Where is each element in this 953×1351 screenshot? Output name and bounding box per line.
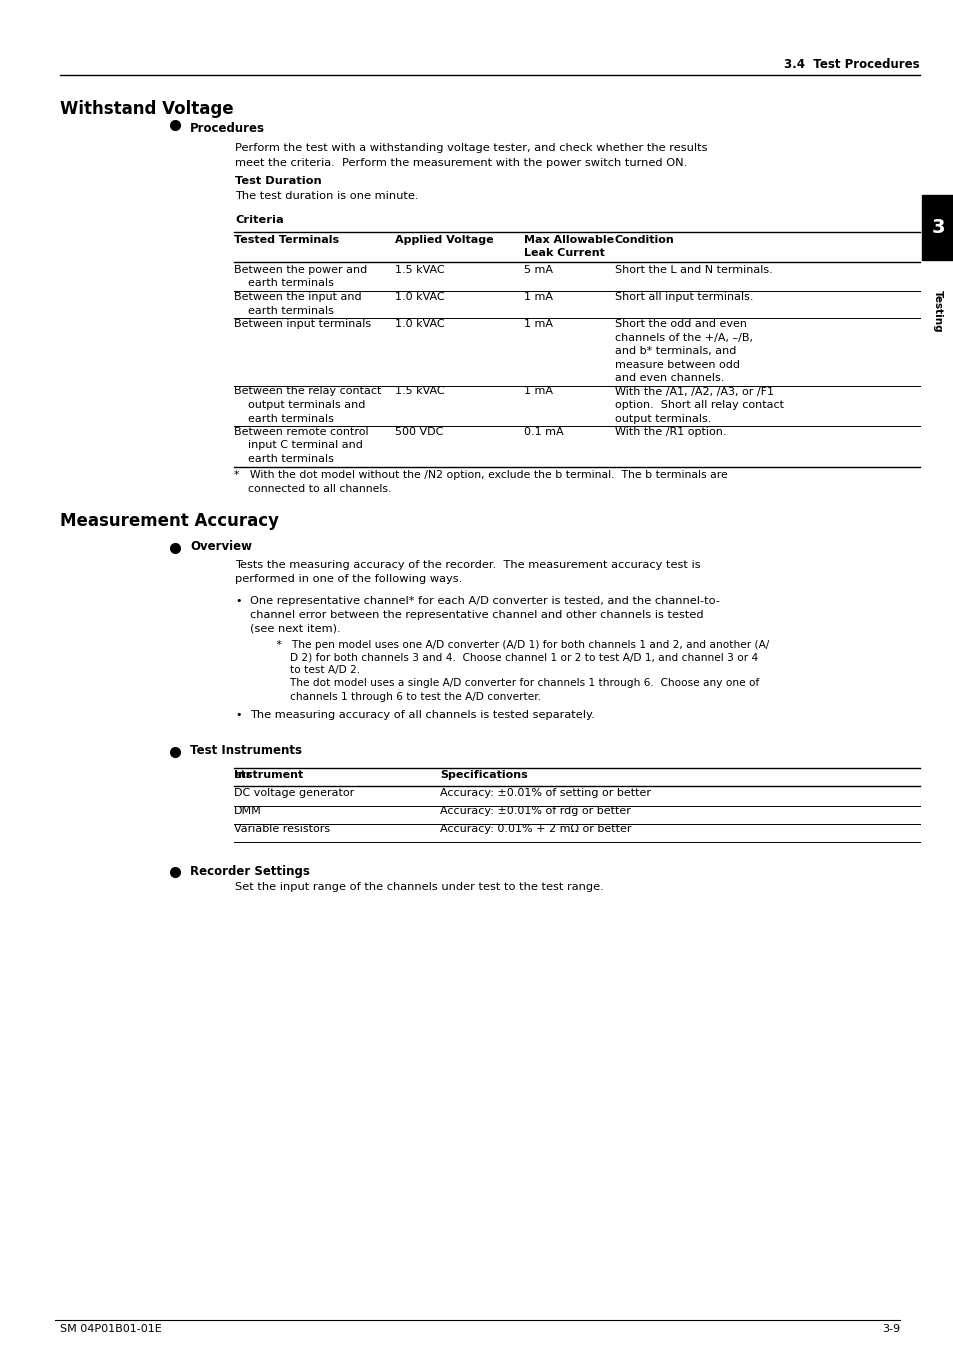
Text: Procedures: Procedures: [190, 122, 265, 135]
Text: connected to all channels.: connected to all channels.: [233, 484, 391, 493]
Text: Specifications: Specifications: [439, 770, 527, 781]
Text: str: str: [233, 770, 251, 781]
Text: •: •: [234, 596, 241, 605]
Text: 500 VDC: 500 VDC: [395, 427, 443, 436]
Text: With the /R1 option.: With the /R1 option.: [615, 427, 726, 436]
Text: Instrument: Instrument: [233, 770, 303, 781]
Text: output terminals.: output terminals.: [615, 413, 711, 423]
Text: Tests the measuring accuracy of the recorder.  The measurement accuracy test is: Tests the measuring accuracy of the reco…: [234, 561, 700, 570]
Text: The dot model uses a single A/D converter for channels 1 through 6.  Choose any : The dot model uses a single A/D converte…: [263, 678, 759, 689]
Text: and b* terminals, and: and b* terminals, and: [615, 346, 736, 357]
Text: 1.0 kVAC: 1.0 kVAC: [395, 319, 444, 330]
Text: Between input terminals: Between input terminals: [233, 319, 371, 330]
Text: Condition: Condition: [615, 235, 674, 245]
Text: 1.5 kVAC: 1.5 kVAC: [395, 265, 444, 276]
Text: measure between odd: measure between odd: [615, 359, 740, 370]
Text: performed in one of the following ways.: performed in one of the following ways.: [234, 574, 462, 585]
Text: meet the criteria.  Perform the measurement with the power switch turned ON.: meet the criteria. Perform the measureme…: [234, 158, 686, 168]
Text: Criteria: Criteria: [234, 215, 283, 226]
Text: Between the relay contact: Between the relay contact: [233, 386, 381, 396]
Text: One representative channel* for each A/D converter is tested, and the channel-to: One representative channel* for each A/D…: [250, 596, 720, 605]
Text: 0.1 mA: 0.1 mA: [523, 427, 563, 436]
Text: Short the odd and even: Short the odd and even: [615, 319, 746, 330]
Bar: [921, 195, 953, 259]
Text: Accuracy: 0.01% + 2 mΩ or better: Accuracy: 0.01% + 2 mΩ or better: [439, 824, 631, 835]
Text: 3: 3: [930, 218, 943, 236]
Text: •: •: [234, 709, 241, 720]
Text: input C terminal and: input C terminal and: [233, 440, 362, 450]
Text: Applied Voltage: Applied Voltage: [395, 235, 493, 245]
Text: *   With the dot model without the /N2 option, exclude the b terminal.  The b te: * With the dot model without the /N2 opt…: [233, 470, 727, 481]
Text: Accuracy: ±0.01% of rdg or better: Accuracy: ±0.01% of rdg or better: [439, 807, 630, 816]
Text: Short all input terminals.: Short all input terminals.: [615, 292, 753, 303]
Text: Set the input range of the channels under test to the test range.: Set the input range of the channels unde…: [234, 882, 603, 893]
Text: option.  Short all relay contact: option. Short all relay contact: [615, 400, 783, 409]
Text: SM 04P01B01-01E: SM 04P01B01-01E: [60, 1324, 162, 1333]
Text: 1 mA: 1 mA: [523, 319, 553, 330]
Text: earth terminals: earth terminals: [233, 278, 334, 289]
Text: Between the power and: Between the power and: [233, 265, 367, 276]
Text: channel error between the representative channel and other channels is tested: channel error between the representative…: [250, 609, 703, 620]
Text: earth terminals: earth terminals: [233, 305, 334, 316]
Text: Accuracy: ±0.01% of setting or better: Accuracy: ±0.01% of setting or better: [439, 789, 650, 798]
Text: DMM: DMM: [233, 807, 261, 816]
Text: earth terminals: earth terminals: [233, 413, 334, 423]
Text: (see next item).: (see next item).: [250, 624, 340, 634]
Text: *   The pen model uses one A/D converter (A/D 1) for both channels 1 and 2, and : * The pen model uses one A/D converter (…: [263, 639, 768, 650]
Text: DC voltage generator: DC voltage generator: [233, 789, 354, 798]
Text: With the /A1, /A2, /A3, or /F1: With the /A1, /A2, /A3, or /F1: [615, 386, 773, 396]
Text: 3-9: 3-9: [881, 1324, 899, 1333]
Text: D 2) for both channels 3 and 4.  Choose channel 1 or 2 to test A/D 1, and channe: D 2) for both channels 3 and 4. Choose c…: [263, 653, 758, 662]
Text: Perform the test with a withstanding voltage tester, and check whether the resul: Perform the test with a withstanding vol…: [234, 143, 707, 153]
Text: and even channels.: and even channels.: [615, 373, 723, 382]
Text: earth terminals: earth terminals: [233, 454, 334, 463]
Text: Overview: Overview: [190, 540, 252, 554]
Text: 5 mA: 5 mA: [523, 265, 553, 276]
Text: 1.0 kVAC: 1.0 kVAC: [395, 292, 444, 303]
Text: channels 1 through 6 to test the A/D converter.: channels 1 through 6 to test the A/D con…: [263, 692, 540, 701]
Text: Tested Terminals: Tested Terminals: [233, 235, 338, 245]
Text: Between the input and: Between the input and: [233, 292, 361, 303]
Text: channels of the +/A, –/B,: channels of the +/A, –/B,: [615, 332, 752, 343]
Text: Measurement Accuracy: Measurement Accuracy: [60, 512, 278, 531]
Text: 1.5 kVAC: 1.5 kVAC: [395, 386, 444, 396]
Text: Short the L and N terminals.: Short the L and N terminals.: [615, 265, 772, 276]
Text: The measuring accuracy of all channels is tested separately.: The measuring accuracy of all channels i…: [250, 709, 594, 720]
Text: output terminals and: output terminals and: [233, 400, 365, 409]
Text: to test A/D 2.: to test A/D 2.: [263, 666, 359, 676]
Text: Testing: Testing: [932, 290, 942, 332]
Text: 1 mA: 1 mA: [523, 386, 553, 396]
Text: Max Allowable: Max Allowable: [523, 235, 614, 245]
Text: Withstand Voltage: Withstand Voltage: [60, 100, 233, 118]
Text: Between remote control: Between remote control: [233, 427, 368, 436]
Text: Recorder Settings: Recorder Settings: [190, 865, 310, 878]
Text: Test Instruments: Test Instruments: [190, 744, 302, 758]
Text: Leak Current: Leak Current: [523, 249, 604, 258]
Text: Variable resistors: Variable resistors: [233, 824, 330, 835]
Text: 1 mA: 1 mA: [523, 292, 553, 303]
Text: 3.4  Test Procedures: 3.4 Test Procedures: [783, 58, 919, 72]
Text: Test Duration: Test Duration: [234, 176, 321, 186]
Text: The test duration is one minute.: The test duration is one minute.: [234, 190, 418, 201]
